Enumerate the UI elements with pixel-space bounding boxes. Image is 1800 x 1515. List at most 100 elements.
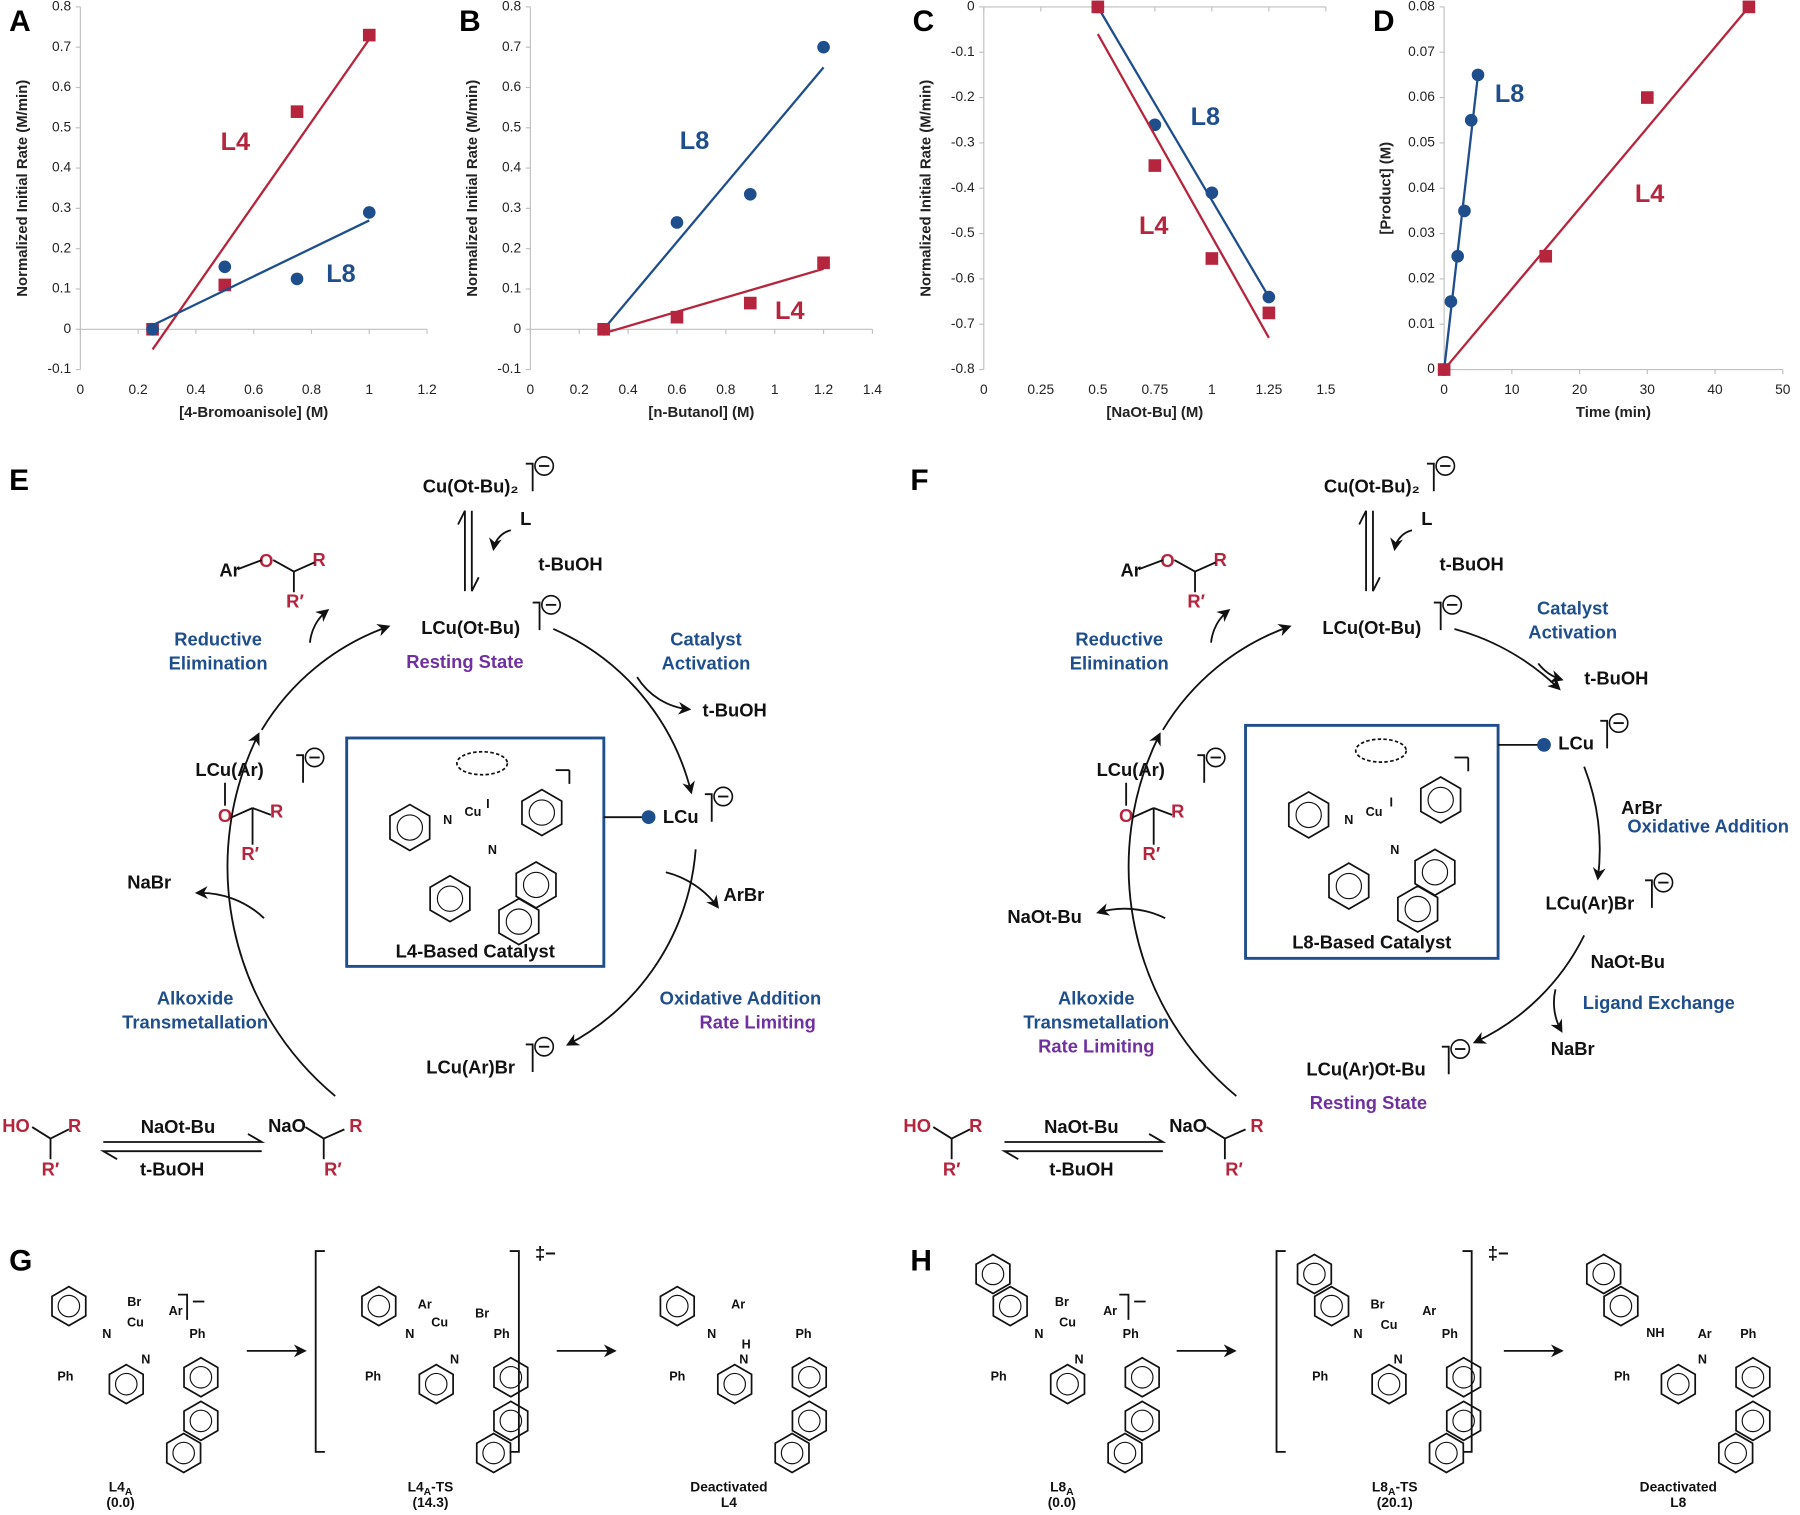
ring-inner xyxy=(1724,1441,1748,1465)
arrow xyxy=(1472,934,1586,1044)
scheme-text: R′ xyxy=(1187,590,1205,611)
ring-inner xyxy=(1303,1262,1326,1286)
compound-label: L8A xyxy=(1050,1479,1074,1498)
catalyst-label: L8-Based Catalyst xyxy=(1292,931,1451,952)
catalyst-box xyxy=(1244,723,1500,960)
scheme-text: R′ xyxy=(1225,1159,1243,1180)
arrow xyxy=(665,871,720,909)
scheme-text: NaBr xyxy=(127,872,171,893)
point xyxy=(1458,204,1471,218)
y-tick-label: 0.3 xyxy=(502,200,521,215)
ring-inner xyxy=(1435,1441,1458,1465)
ring xyxy=(1287,790,1330,839)
scheme-text: R xyxy=(1250,1115,1263,1136)
point xyxy=(362,206,376,219)
scheme-text: Ar xyxy=(219,559,239,580)
ts-bracket xyxy=(1462,1250,1473,1453)
scheme-text: Reductive xyxy=(174,628,262,649)
bond xyxy=(231,807,253,819)
scheme-text: R′ xyxy=(241,843,259,864)
charge xyxy=(1435,455,1456,476)
point xyxy=(817,40,830,54)
charge xyxy=(541,594,562,615)
bond xyxy=(252,807,272,816)
y-tick-label: 0.06 xyxy=(1408,89,1435,104)
bond xyxy=(293,561,315,573)
ring xyxy=(1371,1363,1407,1405)
x-tick-label: 1.4 xyxy=(863,382,882,397)
ring xyxy=(1107,1432,1143,1474)
point xyxy=(1471,68,1485,82)
scheme-text: Catalyst xyxy=(670,628,741,649)
scheme-text: Resting State xyxy=(406,651,523,672)
scheme-text: Activation xyxy=(1528,621,1617,642)
ring-inner xyxy=(424,1372,448,1396)
charge-bracket xyxy=(1433,601,1442,631)
y-tick-label: -0.8 xyxy=(951,361,975,376)
ring-inner xyxy=(57,1294,81,1318)
charge-bracket xyxy=(296,754,304,783)
scheme-text: LCu(Ot-Bu) xyxy=(421,617,520,638)
scheme-text: ArBr xyxy=(723,884,764,905)
charge-bracket xyxy=(1426,462,1435,492)
compound-note: (14.3) xyxy=(412,1495,448,1510)
ring-inner xyxy=(528,799,556,826)
series-label: L8 xyxy=(1191,103,1220,131)
arrow xyxy=(1390,529,1413,552)
ring-inner xyxy=(505,908,533,935)
charge-bracket xyxy=(1197,754,1206,783)
point xyxy=(290,105,304,118)
ring xyxy=(418,1363,454,1405)
label-part: A xyxy=(1388,1487,1396,1498)
point xyxy=(1205,252,1219,265)
atom: Cu xyxy=(1366,805,1383,819)
atom: Cu xyxy=(1059,1316,1076,1330)
atom: Ar xyxy=(1698,1327,1712,1341)
ring-inner xyxy=(1113,1441,1137,1465)
ring xyxy=(1717,1432,1754,1474)
point xyxy=(1437,363,1451,376)
arrow xyxy=(1096,903,1166,920)
scheme-text: O xyxy=(1160,550,1174,571)
scheme-text: Elimination xyxy=(169,652,268,673)
y-tick-label: -0.2 xyxy=(951,89,975,104)
ring xyxy=(1735,1356,1771,1398)
ring-inner xyxy=(798,1409,821,1433)
arrow xyxy=(1550,989,1563,1033)
scheme-text: R xyxy=(312,549,325,570)
x-tick-label: 20 xyxy=(1572,382,1588,397)
ring xyxy=(498,897,540,946)
scheme-text: R′ xyxy=(286,590,304,611)
ring xyxy=(1445,1400,1482,1442)
ring xyxy=(521,788,563,837)
atom: Br xyxy=(127,1295,141,1309)
scheme-text: t-BuOH xyxy=(538,554,602,575)
y-tick-label: 0.03 xyxy=(1408,225,1435,240)
ring-inner xyxy=(1320,1294,1343,1318)
charge-bracket xyxy=(1441,1045,1450,1075)
series-label: L4 xyxy=(1635,180,1664,208)
scheme-text: R xyxy=(1171,800,1184,821)
ring-inner xyxy=(1130,1365,1154,1389)
trendline xyxy=(1096,6,1270,298)
x-tick-label: 0.4 xyxy=(186,382,205,397)
y-tick-label: 0.7 xyxy=(52,39,71,54)
x-tick-label: 1.2 xyxy=(814,382,833,397)
atom: N xyxy=(1344,813,1353,827)
ring xyxy=(975,1253,1011,1295)
series-label: L4 xyxy=(221,128,250,156)
x-tick-label: 0.25 xyxy=(1027,382,1054,397)
ring-inner xyxy=(1130,1409,1154,1433)
scheme-text: O xyxy=(259,550,273,571)
ring xyxy=(1313,1285,1350,1327)
atom: Ph xyxy=(1442,1327,1458,1341)
compound-note: (0.0) xyxy=(1048,1495,1076,1510)
scheme-text: NaBr xyxy=(1551,1038,1595,1059)
arrow xyxy=(194,886,265,919)
scheme-text: Catalyst xyxy=(1537,597,1608,618)
atom: Ph xyxy=(494,1327,510,1341)
x-tick-label: 0.2 xyxy=(129,382,148,397)
y-tick-label: 0.1 xyxy=(52,281,71,296)
y-axis-title: [Product] (M) xyxy=(1378,142,1395,235)
ring-inner xyxy=(1056,1372,1079,1396)
